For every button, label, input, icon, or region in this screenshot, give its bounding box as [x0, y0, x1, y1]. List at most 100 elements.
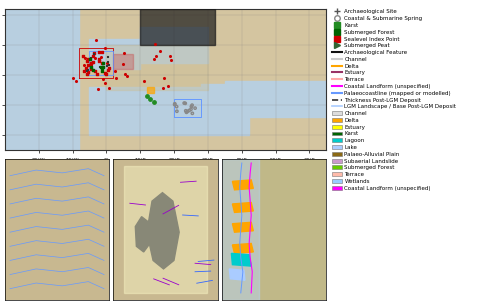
Point [92, 38, 99, 42]
Point [120, 51, 128, 55]
Point [89, 68, 96, 73]
Point [101, 80, 108, 85]
Point [150, 100, 157, 105]
Polygon shape [232, 202, 253, 212]
Point [167, 53, 174, 58]
Point [101, 65, 108, 70]
Point [101, 45, 109, 50]
Point [105, 65, 113, 70]
Point [104, 60, 112, 65]
Point [84, 56, 92, 61]
Point [98, 69, 106, 74]
Polygon shape [89, 39, 140, 69]
Point [105, 68, 112, 73]
Point [119, 62, 127, 66]
Polygon shape [229, 269, 245, 280]
Point [79, 53, 87, 58]
Point [102, 71, 110, 76]
Point [159, 85, 167, 90]
Polygon shape [222, 159, 326, 300]
Point [103, 60, 110, 65]
Point [83, 58, 91, 63]
Polygon shape [124, 166, 207, 293]
Point [101, 70, 109, 75]
Point [173, 109, 181, 114]
Point [91, 68, 99, 73]
Polygon shape [5, 9, 326, 150]
Polygon shape [113, 159, 218, 300]
Point [171, 101, 179, 106]
Point [91, 55, 99, 60]
Point [87, 67, 95, 72]
Point [106, 86, 113, 91]
Polygon shape [5, 159, 109, 300]
Point [96, 65, 104, 70]
Point [99, 60, 107, 65]
Point [151, 42, 158, 46]
Point [187, 107, 195, 112]
Point [89, 54, 96, 59]
Point [191, 106, 199, 111]
Polygon shape [222, 159, 259, 300]
Point [80, 63, 87, 68]
Point [180, 101, 188, 105]
Point [182, 110, 190, 115]
Point [83, 68, 91, 73]
Point [88, 62, 96, 67]
Point [146, 97, 154, 102]
Polygon shape [113, 54, 133, 69]
Point [98, 50, 106, 55]
Polygon shape [5, 9, 79, 150]
Polygon shape [231, 253, 251, 266]
Polygon shape [147, 193, 179, 269]
Point [99, 60, 107, 65]
Point [150, 57, 158, 62]
Point [185, 108, 193, 113]
Point [94, 87, 102, 92]
Point [173, 104, 180, 109]
Point [123, 74, 131, 78]
Point [152, 53, 159, 58]
Point [103, 63, 111, 68]
Point [87, 60, 95, 65]
Point [97, 65, 105, 70]
Polygon shape [147, 87, 154, 93]
Point [86, 57, 94, 62]
Polygon shape [232, 222, 253, 232]
Point [171, 102, 179, 107]
Point [105, 63, 113, 68]
Point [99, 64, 107, 69]
Point [87, 61, 95, 66]
Point [70, 76, 77, 81]
Point [81, 55, 88, 60]
Point [80, 69, 88, 74]
Point [181, 101, 189, 106]
Point [96, 57, 103, 62]
Point [91, 51, 98, 56]
Point [87, 65, 95, 70]
Polygon shape [140, 27, 208, 63]
Point [72, 79, 80, 84]
Point [160, 75, 168, 80]
Polygon shape [232, 180, 253, 190]
Point [90, 52, 97, 57]
Polygon shape [201, 84, 249, 102]
Polygon shape [232, 244, 253, 253]
Point [156, 49, 164, 54]
Polygon shape [89, 87, 249, 135]
Point [87, 55, 95, 60]
Point [168, 58, 175, 62]
Polygon shape [107, 45, 208, 90]
Point [83, 72, 91, 76]
Point [84, 62, 91, 67]
Point [140, 78, 148, 83]
Point [188, 103, 196, 108]
Point [93, 72, 101, 77]
Point [95, 50, 103, 55]
Point [89, 60, 96, 65]
Point [83, 65, 90, 70]
Point [84, 70, 92, 75]
Point [143, 94, 151, 99]
Polygon shape [225, 81, 326, 117]
Point [182, 108, 190, 113]
